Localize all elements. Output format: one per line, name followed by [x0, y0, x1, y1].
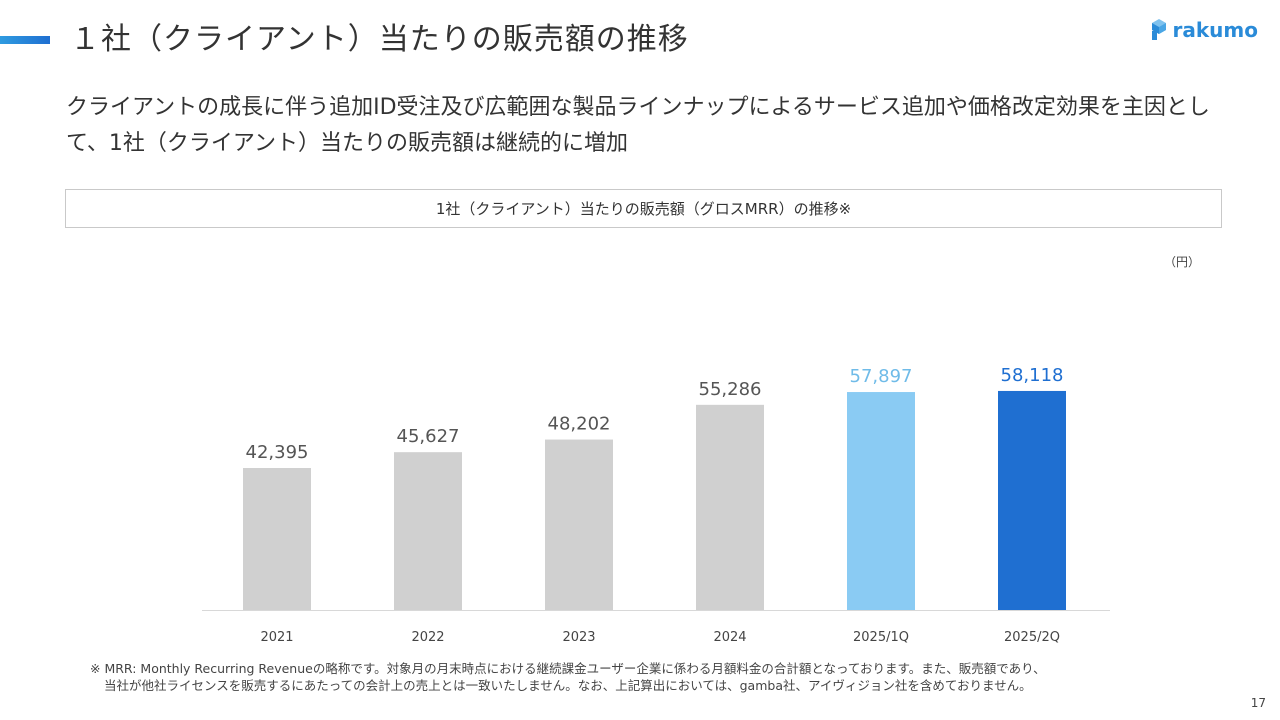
- logo-text: rakumo: [1172, 18, 1258, 42]
- category-label: 2022: [411, 630, 444, 645]
- footnote: ※ MRR: Monthly Recurring Revenueの略称です。対象…: [90, 660, 1210, 694]
- bar-2022: [394, 452, 462, 610]
- unit-label: （円）: [1163, 255, 1200, 269]
- value-label: 42,395: [246, 442, 309, 463]
- category-label: 2021: [260, 630, 293, 645]
- title-accent-bar: [0, 36, 50, 44]
- rakumo-logo-icon: [1151, 19, 1166, 40]
- bar-2021: [243, 468, 311, 610]
- bar-2025-1Q: [847, 392, 915, 610]
- value-label: 58,118: [1001, 365, 1064, 386]
- rakumo-logo: rakumo: [1150, 18, 1258, 42]
- category-label: 2023: [562, 630, 595, 645]
- category-label: 2025/1Q: [853, 630, 909, 645]
- bar-2024: [696, 404, 764, 610]
- bar-2025-2Q: [998, 390, 1066, 610]
- value-label: 55,286: [699, 379, 762, 400]
- value-label: 48,202: [548, 414, 611, 435]
- value-label: 45,627: [397, 426, 460, 447]
- page-title: １社（クライアント）当たりの販売額の推移: [70, 22, 689, 57]
- category-label: 2024: [713, 630, 746, 645]
- bar-2023: [545, 439, 613, 610]
- value-label: 57,897: [850, 366, 913, 387]
- footnote-line-2: 当社が他社ライセンスを販売するにあたっての会計上の売上とは一致いたしません。なお…: [104, 678, 1032, 693]
- category-label: 2025/2Q: [1004, 630, 1060, 645]
- chart-title-box: 1社（クライアント）当たりの販売額（グロスMRR）の推移※: [65, 189, 1222, 228]
- chart-title: 1社（クライアント）当たりの販売額（グロスMRR）の推移※: [435, 200, 852, 218]
- footnote-line-1: ※ MRR: Monthly Recurring Revenueの略称です。対象…: [90, 661, 1046, 676]
- page-number: 17: [1250, 696, 1266, 710]
- subtitle-text: クライアントの成長に伴う追加ID受注及び広範囲な製品ラインナップによるサービス追…: [66, 95, 1210, 156]
